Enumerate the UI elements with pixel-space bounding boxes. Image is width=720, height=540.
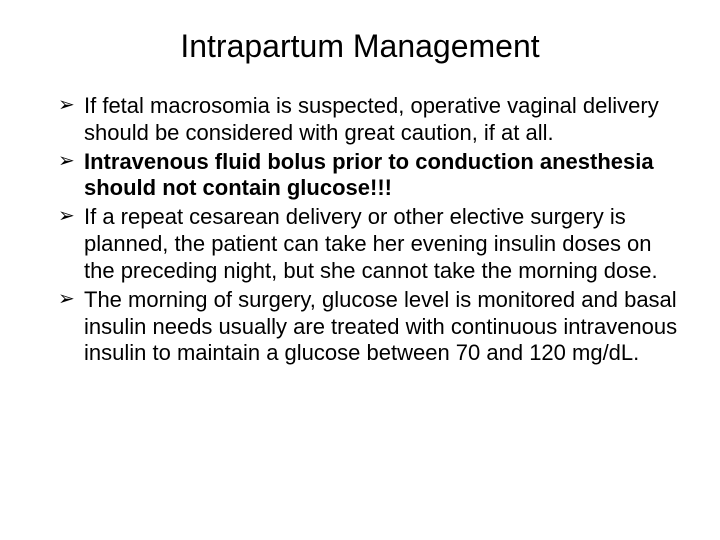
bullet-text: If a repeat cesarean delivery or other e…: [84, 204, 658, 283]
slide-title: Intrapartum Management: [40, 28, 680, 65]
bullet-text: If fetal macrosomia is suspected, operat…: [84, 93, 659, 145]
bullet-text: Intravenous fluid bolus prior to conduct…: [84, 149, 654, 201]
slide: Intrapartum Management If fetal macrosom…: [0, 0, 720, 540]
bullet-text: The morning of surgery, glucose level is…: [84, 287, 677, 366]
bullet-list: If fetal macrosomia is suspected, operat…: [58, 93, 680, 367]
list-item: If fetal macrosomia is suspected, operat…: [58, 93, 680, 147]
list-item: The morning of surgery, glucose level is…: [58, 287, 680, 367]
list-item: If a repeat cesarean delivery or other e…: [58, 204, 680, 284]
list-item: Intravenous fluid bolus prior to conduct…: [58, 149, 680, 203]
